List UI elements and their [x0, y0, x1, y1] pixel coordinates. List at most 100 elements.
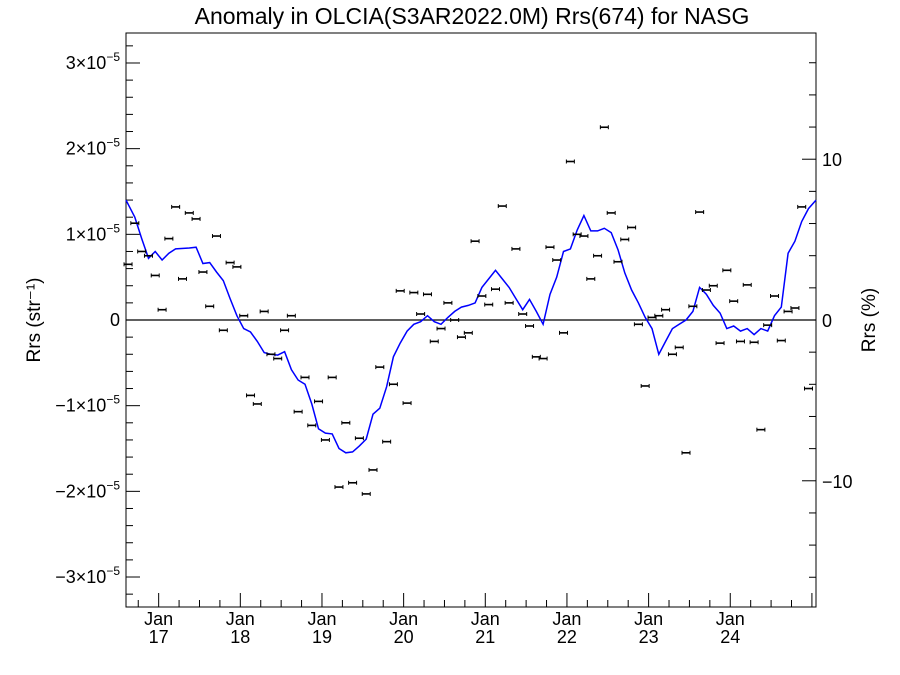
data-point [463, 330, 473, 335]
data-point [559, 330, 569, 335]
data-point [803, 386, 813, 391]
data-point [552, 258, 562, 263]
data-point [695, 210, 705, 215]
data-point [375, 365, 385, 370]
data-point [504, 300, 514, 305]
y-tick-label-left: −1×10−5 [55, 393, 120, 416]
data-point [627, 225, 637, 230]
data-point [130, 221, 140, 226]
x-tick-year: 18 [230, 627, 250, 647]
y-tick-label-right: 0 [822, 311, 832, 331]
data-point [293, 409, 303, 414]
data-point [320, 437, 330, 442]
x-tick-year: 19 [312, 627, 332, 647]
data-point [484, 302, 494, 307]
data-point [266, 352, 276, 357]
data-point [742, 282, 752, 287]
data-point [674, 345, 684, 350]
x-tick-month: Jan [634, 609, 663, 629]
data-point [273, 356, 283, 361]
data-point [776, 338, 786, 343]
data-point [191, 216, 201, 221]
data-point [790, 306, 800, 311]
data-point [232, 264, 242, 269]
data-point [280, 328, 290, 333]
data-point [354, 436, 364, 441]
data-point [259, 309, 269, 314]
data-point [218, 328, 228, 333]
data-point [797, 204, 807, 209]
data-point [783, 309, 793, 314]
data-point [770, 294, 780, 299]
x-tick-month: Jan [716, 609, 745, 629]
data-point [198, 270, 208, 275]
x-tick-month: Jan [226, 609, 255, 629]
data-point [456, 335, 466, 340]
data-point [749, 340, 759, 345]
data-point [416, 312, 426, 317]
data-point [246, 393, 256, 398]
mean-line [125, 199, 817, 454]
data-point [613, 259, 623, 264]
data-point [368, 467, 378, 472]
data-point [735, 339, 745, 344]
x-tick-month: Jan [552, 609, 581, 629]
data-point [688, 304, 698, 309]
data-point [348, 480, 358, 485]
data-point [715, 341, 725, 346]
data-point [661, 307, 671, 312]
y-axis-label-right: Rrs (%) [859, 288, 880, 352]
data-point [341, 420, 351, 425]
x-tick-year: 23 [639, 627, 659, 647]
data-point [729, 299, 739, 304]
y-tick-label-left: 3×10−5 [66, 50, 121, 73]
data-point [239, 313, 249, 318]
data-point [708, 283, 718, 288]
data-point [599, 125, 609, 130]
data-point [490, 287, 500, 292]
y-tick-label-left: 1×10−5 [66, 221, 121, 244]
x-tick-year: 24 [720, 627, 740, 647]
data-point [395, 288, 405, 293]
y-tick-label-left: −2×10−5 [55, 478, 120, 501]
x-tick-year: 20 [394, 627, 414, 647]
data-point [586, 276, 596, 281]
data-point [756, 427, 766, 432]
data-point [620, 237, 630, 242]
y-axis-label-left: Rrs (str⁻¹) [24, 278, 45, 363]
x-tick-month: Jan [144, 609, 173, 629]
data-point [701, 288, 711, 293]
data-point [137, 249, 147, 254]
data-point [640, 383, 650, 388]
chart-title: Anomaly in OLCIA(S3AR2022.0M) Rrs(674) f… [195, 3, 750, 29]
data-point [633, 322, 643, 327]
data-point [252, 401, 262, 406]
x-tick-month: Jan [389, 609, 418, 629]
data-point [225, 260, 235, 265]
data-point [211, 234, 221, 239]
y-tick-label-left: 0 [110, 310, 120, 330]
data-point [314, 399, 324, 404]
data-point [286, 313, 296, 318]
data-point [334, 485, 344, 490]
data-point [307, 423, 317, 428]
data-point [143, 253, 153, 258]
data-point [184, 210, 194, 215]
x-tick-year: 22 [557, 627, 577, 647]
data-point [545, 245, 555, 250]
data-point [565, 159, 575, 164]
data-point [763, 323, 773, 328]
x-tick-month: Jan [471, 609, 500, 629]
data-point [511, 246, 521, 251]
y-tick-label-right: −10 [822, 472, 853, 492]
data-point [722, 268, 732, 273]
data-point [497, 204, 507, 209]
data-point [171, 204, 181, 209]
data-point [450, 318, 460, 322]
data-point [205, 304, 215, 309]
data-point [300, 375, 310, 380]
data-point [164, 236, 174, 241]
axes: 3×10−5 2×10−5 1×10−5 0 −1×10−5 −2×10−5 −3×10−5… [55, 45, 853, 647]
x-tick-year: 21 [475, 627, 495, 647]
